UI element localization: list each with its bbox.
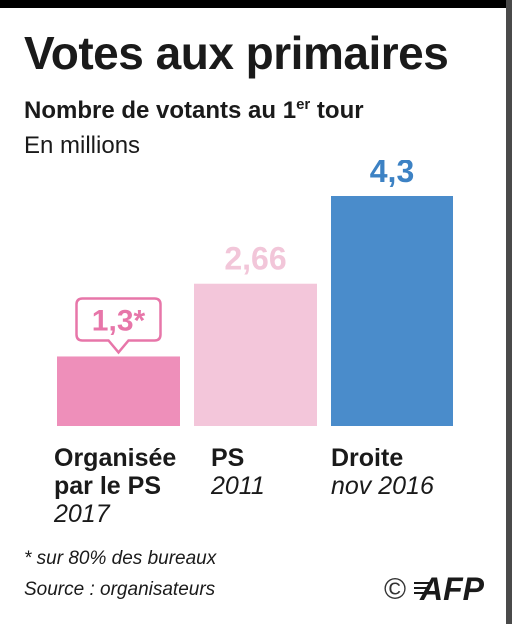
bar-droite [331, 196, 453, 426]
value-label-ps-2011: 2,66 [224, 241, 286, 277]
subtitle-text: Nombre de votants au 1 [24, 97, 297, 124]
afp-logo-text: AFP [419, 571, 485, 607]
footnote: * sur 80% des bureaux [24, 548, 217, 569]
bar-ps-2017 [57, 356, 180, 426]
copyright-symbol: © [384, 573, 407, 606]
top-bar [0, 0, 512, 8]
chart-subtitle: Nombre de votants au 1er tour [24, 96, 364, 125]
bar-chart: 1,3* 2,66 4,3 [57, 160, 453, 426]
category-year: 2017 [54, 500, 110, 528]
category-name-line1: Organisée [54, 444, 177, 472]
category-name-line1: PS [211, 444, 245, 472]
source-text: Source : organisateurs [24, 579, 216, 600]
afp-logo-stripes [414, 582, 432, 594]
category-year: 2011 [211, 472, 265, 500]
category-year: nov 2016 [331, 472, 434, 500]
category-label-ps-2011: PS 2011 [211, 444, 265, 500]
subtitle-end: tour [310, 97, 364, 124]
value-callout-bubble [75, 297, 162, 355]
chart-title: Votes aux primaires [24, 27, 449, 79]
bar-ps-2011 [194, 283, 317, 426]
value-label-ps-2017: 1,3* [92, 304, 146, 337]
category-label-ps-2017: Organisée par le PS 2017 [54, 444, 176, 528]
value-label-droite: 4,3 [370, 160, 414, 189]
category-name-line2: par le PS [54, 472, 161, 500]
afp-logo: AFP [414, 571, 485, 607]
right-edge [506, 0, 512, 624]
chart-unit: En millions [24, 132, 141, 159]
category-label-droite: Droite nov 2016 [331, 444, 434, 500]
category-name-line1: Droite [331, 444, 404, 472]
subtitle-superscript: er [296, 96, 311, 113]
